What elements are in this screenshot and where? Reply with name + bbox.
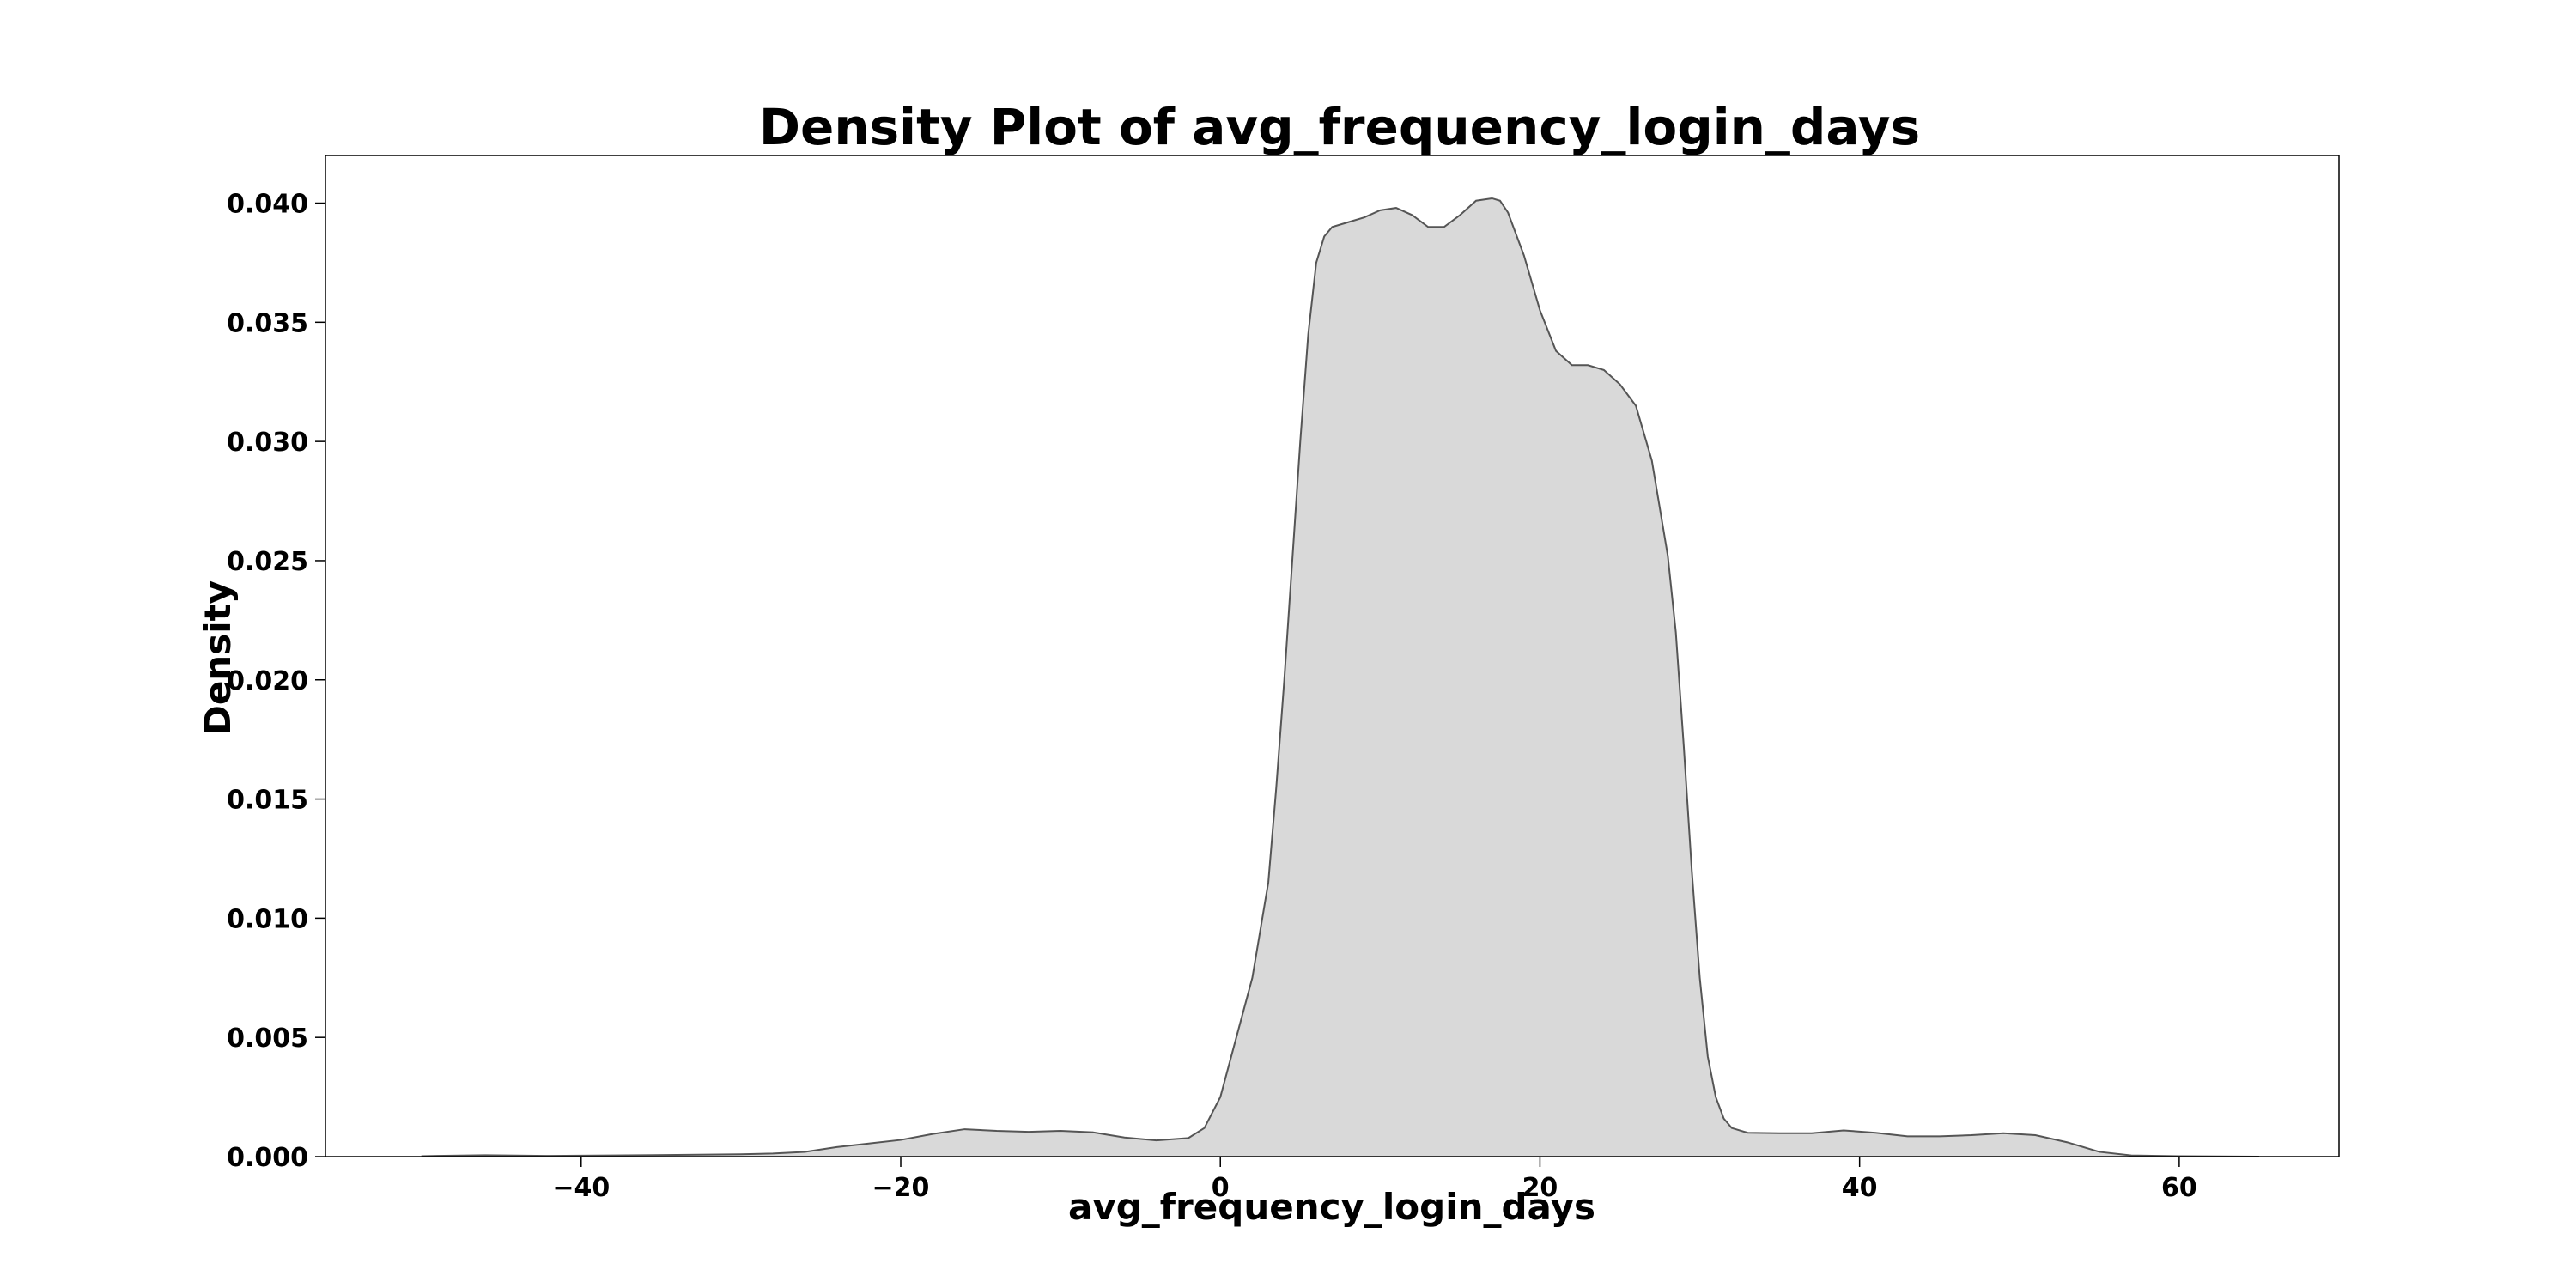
density-area — [421, 197, 2259, 1157]
density-curve — [421, 197, 2259, 1157]
x-tick-label: 20 — [1522, 1173, 1558, 1203]
y-axis-ticks: 0.000 0.005 0.010 0.015 0.020 0.025 0.030 0.035… — [227, 190, 325, 1173]
x-tick-label: 60 — [2161, 1173, 2197, 1203]
x-axis-ticks: −40 −20 0 20 40 60 — [552, 1157, 2197, 1203]
y-tick-label: 0.010 — [227, 904, 308, 934]
x-tick-label: −40 — [552, 1173, 610, 1203]
x-tick-label: 0 — [1212, 1173, 1230, 1203]
chart-title: Density Plot of avg_frequency_login_days — [759, 98, 1920, 156]
plot-area — [421, 197, 2259, 1157]
y-tick-label: 0.030 — [227, 428, 308, 458]
axes-frame — [325, 155, 2340, 1157]
y-tick-label: 0.035 — [227, 308, 308, 338]
x-tick-label: −20 — [872, 1173, 930, 1203]
y-tick-label: 0.000 — [227, 1143, 308, 1173]
y-tick-label: 0.040 — [227, 190, 308, 220]
x-tick-label: 40 — [1842, 1173, 1878, 1203]
x-axis-label: avg_frequency_login_days — [1068, 1186, 1595, 1228]
y-tick-label: 0.020 — [227, 666, 308, 696]
y-axis-label: Density — [197, 580, 239, 735]
y-tick-label: 0.015 — [227, 786, 308, 816]
y-tick-label: 0.025 — [227, 547, 308, 577]
y-tick-label: 0.005 — [227, 1024, 308, 1054]
